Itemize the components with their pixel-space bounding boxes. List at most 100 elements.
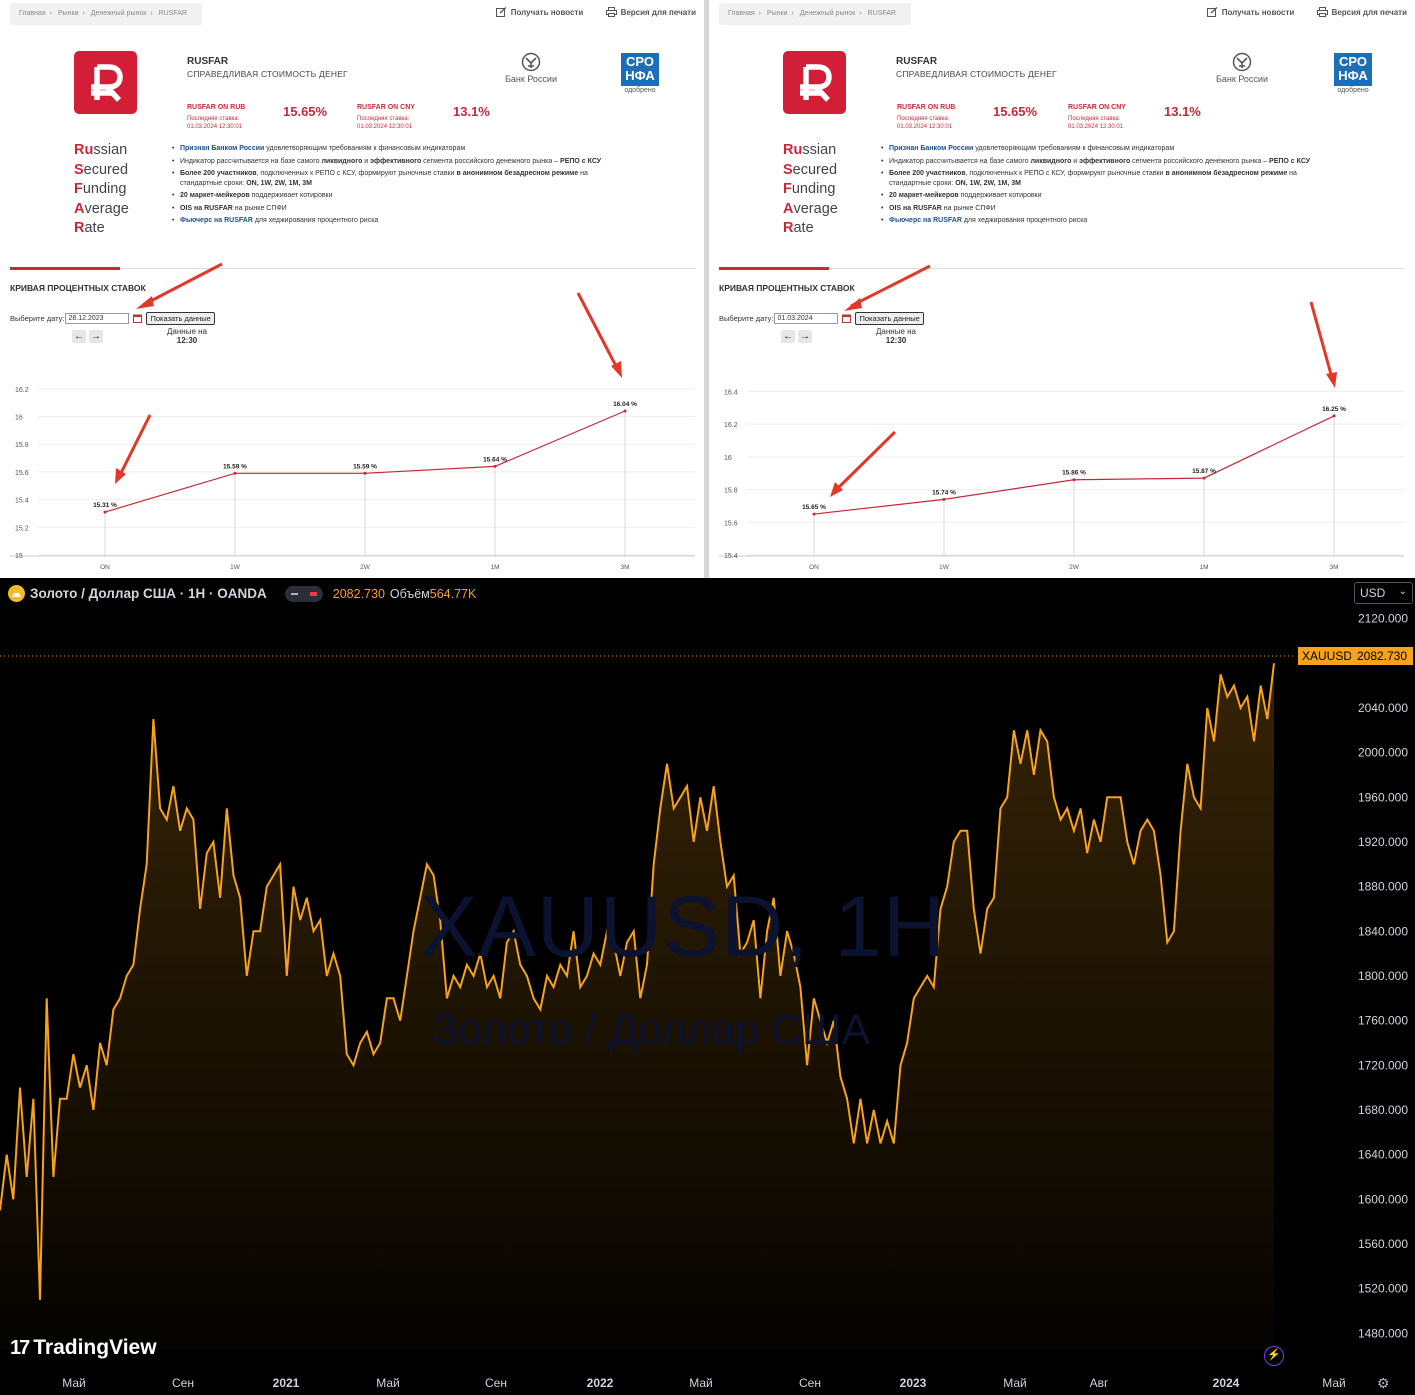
edit-icon bbox=[1206, 7, 1218, 17]
print-version-button[interactable]: Версия для печати bbox=[1316, 7, 1407, 17]
eagle-icon bbox=[521, 52, 541, 72]
date-picker-row: Выберите дату: Показать данные bbox=[10, 312, 215, 325]
y-tick-label: 1680.000 bbox=[1358, 1103, 1408, 1117]
x-tick-label: Май bbox=[1322, 1376, 1346, 1390]
y-tick-label: 15.4 bbox=[15, 498, 29, 505]
rate-cny: RUSFAR ON CNY Последняя ставка: 01.03.20… bbox=[1068, 104, 1126, 131]
x-tick-label: Май bbox=[376, 1376, 400, 1390]
y-tick-label: 15.8 bbox=[724, 488, 738, 495]
x-tick-label: 2W bbox=[360, 564, 371, 571]
x-tick-label: ON bbox=[100, 564, 110, 571]
show-data-button[interactable]: Показать данные bbox=[146, 312, 215, 325]
rate-rub-value: 15.65% bbox=[993, 104, 1038, 119]
x-tick-label: 3M bbox=[620, 564, 629, 571]
next-date-button[interactable]: → bbox=[798, 330, 812, 343]
calendar-icon[interactable] bbox=[842, 314, 852, 323]
currency-select[interactable]: USD ⌄ bbox=[1354, 582, 1413, 604]
breadcrumb-money-market[interactable]: Денежный рынок bbox=[799, 10, 856, 17]
rate-rub-last-date: 01.03.2024 12:30:01 bbox=[897, 124, 953, 130]
x-tick-label: Май bbox=[62, 1376, 86, 1390]
ruble-icon bbox=[799, 63, 832, 102]
divider-accent bbox=[10, 267, 120, 270]
acronym-line: Funding bbox=[74, 181, 127, 197]
breadcrumb-home[interactable]: Главная bbox=[728, 10, 755, 17]
data-as-of-time: 12:30 bbox=[885, 336, 907, 345]
rate-rub-label: RUSFAR ON RUB bbox=[897, 104, 956, 111]
rate-cny-label: RUSFAR ON CNY bbox=[357, 104, 415, 111]
acronym-line: Average bbox=[74, 200, 129, 217]
bank-of-russia-logo: Банк России bbox=[1216, 52, 1268, 84]
breadcrumb-home[interactable]: Главная bbox=[19, 10, 46, 17]
data-point bbox=[623, 409, 627, 413]
sro-top-text: СРО bbox=[1339, 54, 1367, 69]
symbol-title[interactable]: Золото / Доллар США · 1H · OANDA bbox=[30, 586, 267, 601]
divider-accent bbox=[719, 267, 829, 270]
list-item: Признан Банком России удовлетворяющим тр… bbox=[881, 144, 1311, 154]
list-item: Фьючерс на RUSFAR для хеджирования проце… bbox=[172, 216, 602, 226]
recognized-link[interactable]: Признан Банком России bbox=[180, 145, 265, 152]
futures-link[interactable]: Фьючерс на RUSFAR bbox=[180, 217, 253, 224]
prev-date-button[interactable]: ← bbox=[72, 330, 86, 343]
section-title: КРИВАЯ ПРОЦЕНТНЫХ СТАВОК bbox=[719, 283, 855, 293]
rusfar-panel-left: Главная › Рынки › Денежный рынок › RUSFAR П… bbox=[0, 0, 704, 578]
divider bbox=[719, 268, 1405, 269]
acronym-line: Rate bbox=[74, 220, 105, 236]
y-tick-label: 1640.000 bbox=[1358, 1148, 1408, 1162]
recognized-link[interactable]: Признан Банком России bbox=[889, 145, 974, 152]
volume-label: Объём bbox=[389, 586, 430, 601]
list-item: 20 маркет-мейкеров поддерживает котировк… bbox=[881, 191, 1311, 201]
printer-icon bbox=[1316, 7, 1328, 17]
data-point bbox=[103, 510, 107, 514]
data-as-of-label: Данные на bbox=[167, 327, 207, 336]
rate-cny-last-date: 01.03.2024 12:30:01 bbox=[357, 124, 413, 130]
data-point bbox=[1072, 478, 1076, 482]
x-tick-label: 1M bbox=[1199, 564, 1208, 571]
date-input[interactable] bbox=[65, 313, 130, 324]
annotation-arrowhead bbox=[136, 296, 154, 309]
tradingview-logo[interactable]: 17 TradingView bbox=[10, 1336, 157, 1360]
next-date-button[interactable]: → bbox=[89, 330, 103, 343]
settings-icon[interactable]: ⚙ bbox=[1377, 1375, 1390, 1391]
rate-rub-label: RUSFAR ON RUB bbox=[187, 104, 246, 111]
y-tick-label: 16 bbox=[15, 415, 23, 422]
date-input[interactable] bbox=[774, 313, 839, 324]
y-tick-label: 1520.000 bbox=[1358, 1282, 1408, 1296]
feature-list: Признан Банком России удовлетворяющим тр… bbox=[881, 144, 1311, 229]
y-tick-label: 1920.000 bbox=[1358, 835, 1408, 849]
rusfar-acronym: Russian Secured Funding Average Rate bbox=[74, 141, 129, 239]
rate-rub: RUSFAR ON RUB Последняя ставка: 01.03.20… bbox=[897, 104, 955, 131]
get-news-button[interactable]: Получать новости bbox=[1206, 7, 1294, 17]
breadcrumb-money-market[interactable]: Денежный рынок bbox=[90, 10, 147, 17]
legend-toggle[interactable] bbox=[284, 585, 323, 602]
x-tick-label: Май bbox=[1003, 1376, 1027, 1390]
get-news-button[interactable]: Получать новости bbox=[495, 7, 583, 17]
data-as-of-label: Данные на bbox=[876, 327, 916, 336]
acronym-line: Secured bbox=[74, 161, 129, 178]
calendar-icon[interactable] bbox=[133, 314, 143, 323]
y-tick-label: 1880.000 bbox=[1358, 880, 1408, 894]
y-tick-label: 2120.000 bbox=[1358, 612, 1408, 626]
show-data-button[interactable]: Показать данные bbox=[855, 312, 924, 325]
data-label: 15.31 % bbox=[93, 502, 117, 509]
toolbar: Получать новости Версия для печати bbox=[476, 7, 696, 19]
x-tick-label: Май bbox=[689, 1376, 713, 1390]
futures-link[interactable]: Фьючерс на RUSFAR bbox=[889, 217, 962, 224]
print-version-button[interactable]: Версия для печати bbox=[605, 7, 696, 17]
list-item: Индикатор рассчитывается на базе самого … bbox=[172, 157, 602, 167]
rate-curve-chart: 15 15.2 15.4 15.6 15.8 16 16.2 15.31 % ON 15.59 %… bbox=[10, 387, 695, 571]
breadcrumb-markets[interactable]: Рынки bbox=[766, 10, 788, 17]
x-tick-label: ON bbox=[809, 564, 819, 571]
sro-caption: одобрено bbox=[1337, 87, 1369, 94]
toolbar: Получать новости Версия для печати bbox=[1187, 7, 1407, 19]
prev-date-button[interactable]: ← bbox=[781, 330, 795, 343]
price-chart[interactable]: 1480.000 1520.000 1560.000 1600.000 1640.000… bbox=[0, 578, 1415, 1395]
lightning-icon[interactable]: ⚡ bbox=[1264, 1346, 1284, 1366]
rate-cny-last-date: 01.03.2024 12:30:01 bbox=[1068, 124, 1124, 130]
panel-divider bbox=[704, 0, 709, 578]
breadcrumb-markets[interactable]: Рынки bbox=[57, 10, 79, 17]
acronym-line: Russian bbox=[74, 142, 128, 158]
sro-nfa-badge: СРО НФА одобрено bbox=[1334, 53, 1372, 94]
rate-cny: RUSFAR ON CNY Последняя ставка: 01.03.20… bbox=[357, 104, 415, 131]
list-item: OIS на RUSFAR на рынке СПФИ bbox=[881, 204, 1311, 214]
y-tick-label: 1560.000 bbox=[1358, 1237, 1408, 1251]
